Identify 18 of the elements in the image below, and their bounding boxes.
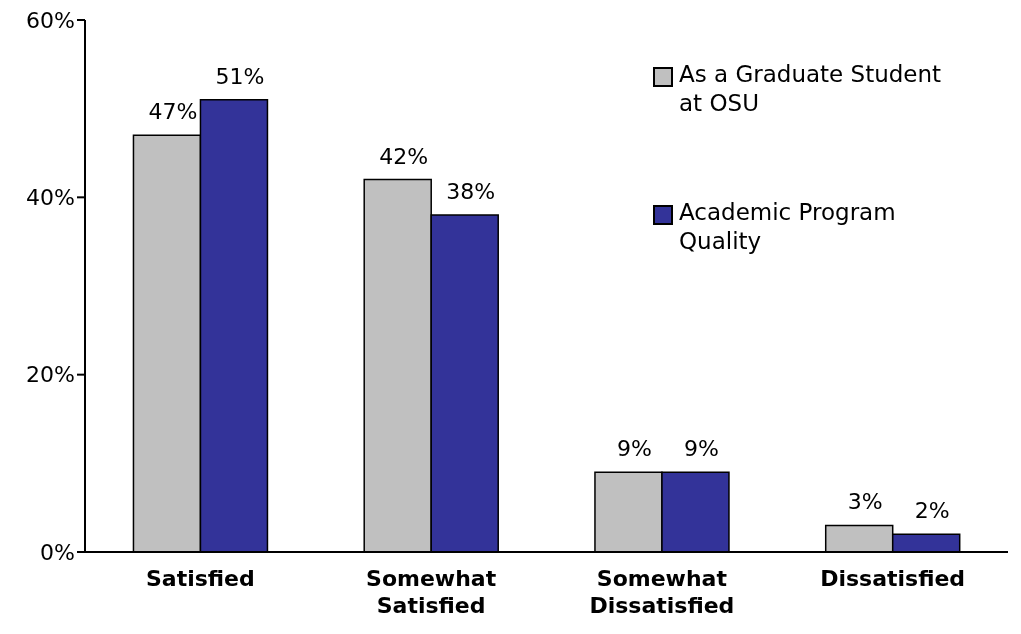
x-tick-label: Somewhat Dissatisfied (589, 566, 735, 618)
x-tick-label: Somewhat Satisfied (366, 566, 497, 618)
y-tick-label: 60% (26, 7, 75, 33)
y-tick-label: 20% (26, 362, 75, 388)
data-label: 9% (684, 436, 719, 462)
x-tick-label: Satisfied (145, 566, 255, 591)
legend-label: As a Graduate Student at OSU (679, 60, 943, 118)
data-label: 47% (148, 99, 198, 125)
data-label: 9% (617, 436, 652, 462)
data-label: 51% (215, 63, 265, 89)
data-label: 38% (446, 179, 496, 205)
y-tick-label: 0% (40, 539, 75, 565)
data-label: 3% (847, 489, 883, 515)
y-tick-label: 40% (26, 185, 75, 211)
data-label: 2% (914, 498, 950, 524)
data-label: 42% (379, 143, 429, 169)
x-tick-label: Dissatisfied (820, 566, 966, 591)
legend-label: Academic Program Quality (679, 198, 897, 256)
